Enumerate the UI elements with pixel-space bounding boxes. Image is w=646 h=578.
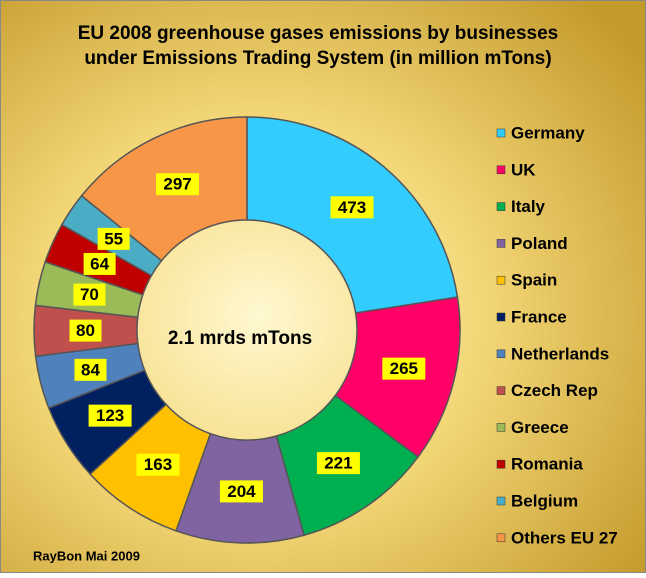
legend-label: Poland — [511, 234, 568, 253]
legend-label: Belgium — [511, 491, 578, 510]
legend-label: Italy — [511, 197, 546, 216]
value-label: 84 — [81, 360, 100, 379]
legend-swatch — [496, 459, 506, 469]
center-label: 2.1 mrds mTons — [168, 328, 312, 349]
value-label-box — [316, 452, 360, 475]
value-label-box — [74, 358, 107, 381]
value-label-box — [219, 480, 263, 503]
legend-label: Others EU 27 — [511, 528, 618, 547]
legend-swatch — [496, 533, 506, 543]
legend-label: UK — [511, 160, 536, 179]
legend-label: Czech Rep — [511, 381, 598, 400]
value-label-box — [73, 283, 106, 306]
value-label-box — [330, 196, 374, 219]
legend-label: Spain — [511, 271, 557, 290]
chart-title: under Emissions Trading System (in milli… — [84, 48, 551, 69]
value-label-box — [156, 173, 200, 196]
value-label-box — [136, 453, 180, 476]
chart-title: EU 2008 greenhouse gases emissions by bu… — [78, 23, 559, 44]
legend-label: Greece — [511, 418, 569, 437]
value-label-box — [382, 357, 426, 380]
legend-swatch — [496, 386, 506, 395]
value-label: 297 — [163, 175, 191, 194]
legend-swatch — [496, 239, 506, 248]
value-label: 64 — [90, 254, 109, 273]
source-note: RayBon Mai 2009 — [33, 548, 140, 563]
value-label: 123 — [96, 406, 124, 425]
value-label: 70 — [80, 285, 99, 304]
value-label-box — [83, 252, 116, 275]
value-label: 163 — [144, 455, 172, 474]
legend-label: Germany — [511, 123, 585, 142]
legend-swatch — [496, 202, 506, 211]
legend-swatch — [496, 165, 506, 175]
value-label: 55 — [104, 229, 123, 248]
legend-label: Romania — [511, 455, 583, 474]
value-label: 473 — [338, 198, 366, 217]
value-label: 265 — [390, 359, 418, 378]
value-label-box — [69, 319, 102, 342]
legend-label: France — [511, 307, 567, 326]
value-label-box — [88, 404, 132, 427]
legend-swatch — [496, 496, 506, 506]
legend-swatch — [496, 423, 506, 432]
legend-swatch — [496, 349, 506, 359]
legend-swatch — [496, 128, 506, 138]
value-label-box — [97, 227, 130, 250]
value-label: 204 — [227, 482, 256, 501]
value-label: 221 — [324, 454, 352, 473]
legend-label: Netherlands — [511, 344, 609, 363]
legend-swatch — [496, 312, 506, 322]
value-label: 80 — [76, 321, 95, 340]
legend-swatch — [496, 275, 506, 285]
